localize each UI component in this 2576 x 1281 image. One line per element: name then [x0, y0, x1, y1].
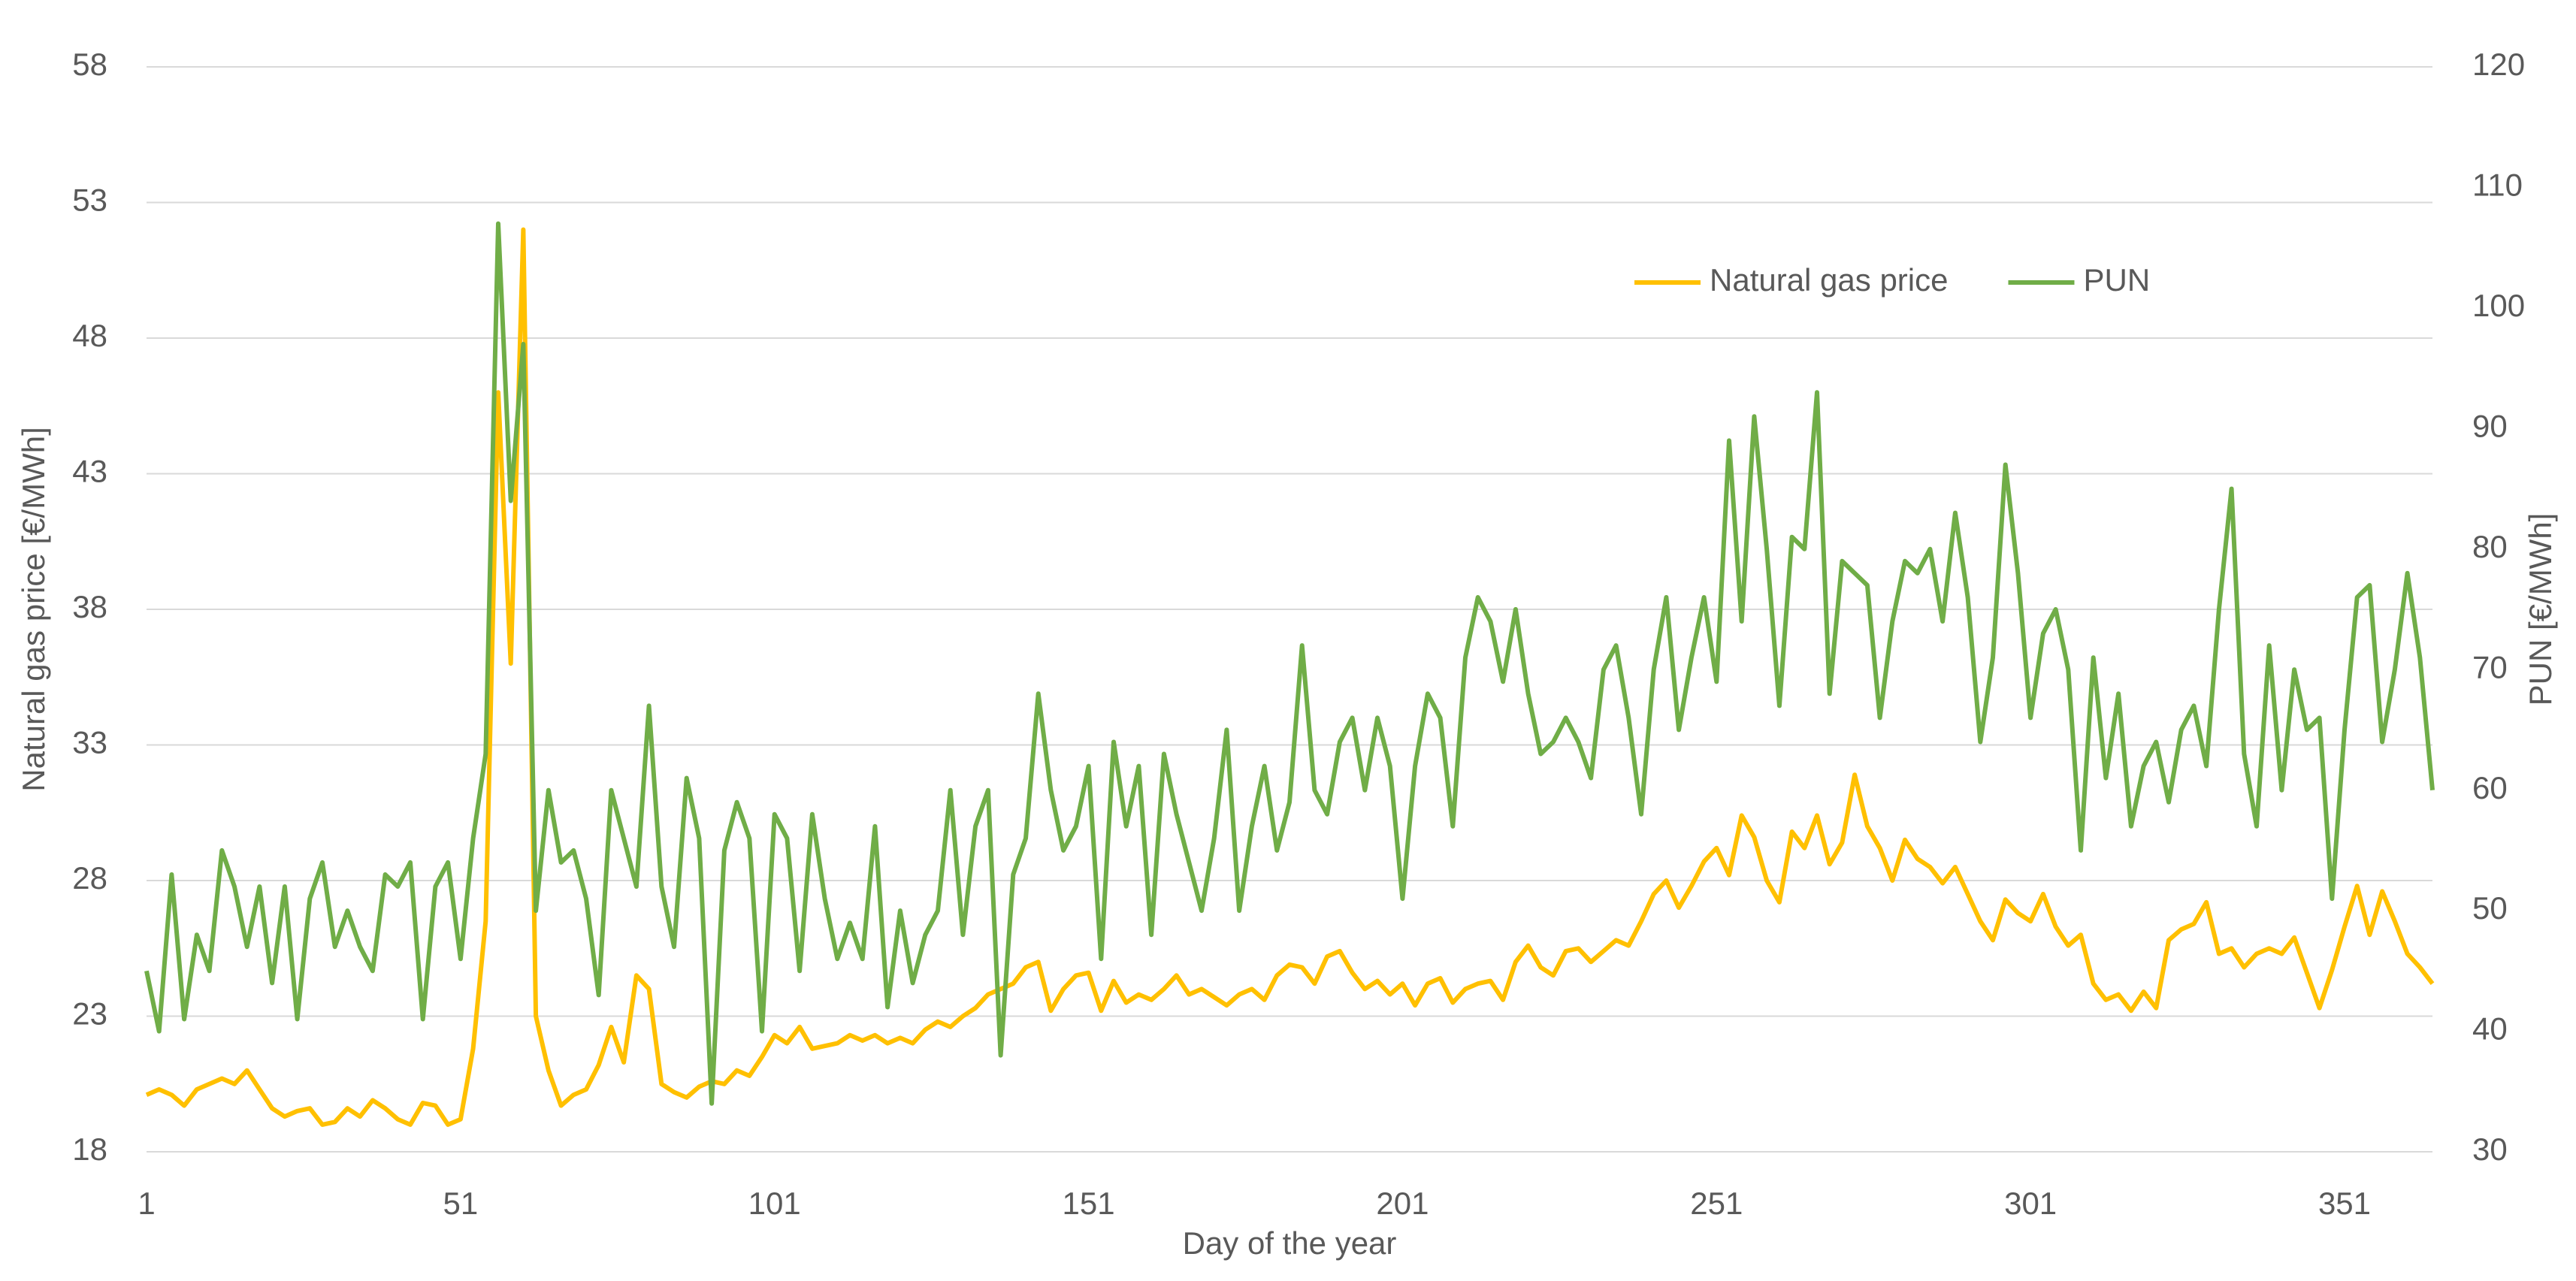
y-axis-label: Natural gas price [€/MWh] [16, 427, 51, 792]
y-tick-label: 28 [72, 860, 107, 896]
y-tick-label: 48 [72, 318, 107, 353]
x-axis-label: Day of the year [1183, 1225, 1397, 1261]
x-tick-label: 251 [1690, 1186, 1743, 1221]
y2-tick-label: 30 [2472, 1131, 2508, 1167]
y2-axis-label: PUN [€/MWh] [2523, 513, 2558, 706]
y2-tick-label: 90 [2472, 408, 2508, 443]
x-tick-label: 101 [748, 1186, 801, 1221]
y2-tick-label: 60 [2472, 770, 2508, 805]
y-tick-label: 38 [72, 589, 107, 624]
x-tick-label: 351 [2318, 1186, 2371, 1221]
y-tick-label: 43 [72, 454, 107, 489]
legend-label: PUN [2083, 262, 2150, 298]
y2-tick-label: 40 [2472, 1011, 2508, 1047]
y2-tick-label: 110 [2472, 168, 2523, 203]
y2-tick-label: 70 [2472, 649, 2508, 684]
x-tick-label: 1 [138, 1186, 155, 1221]
y-tick-label: 23 [72, 996, 107, 1032]
y-tick-label: 53 [72, 183, 107, 218]
y-tick-label: 33 [72, 725, 107, 760]
y-tick-label: 58 [72, 47, 107, 82]
x-tick-label: 201 [1376, 1186, 1429, 1221]
y-tick-label: 18 [72, 1131, 107, 1167]
x-tick-label: 151 [1063, 1186, 1115, 1221]
x-tick-label: 301 [2004, 1186, 2057, 1221]
line-series [144, 221, 2435, 1106]
y2-tick-label: 120 [2472, 47, 2525, 82]
legend-label: Natural gas price [1710, 262, 1948, 298]
x-tick-label: 51 [443, 1186, 478, 1221]
y2-tick-label: 50 [2472, 890, 2508, 926]
y2-tick-label: 100 [2472, 288, 2525, 323]
y2-tick-label: 80 [2472, 529, 2508, 564]
